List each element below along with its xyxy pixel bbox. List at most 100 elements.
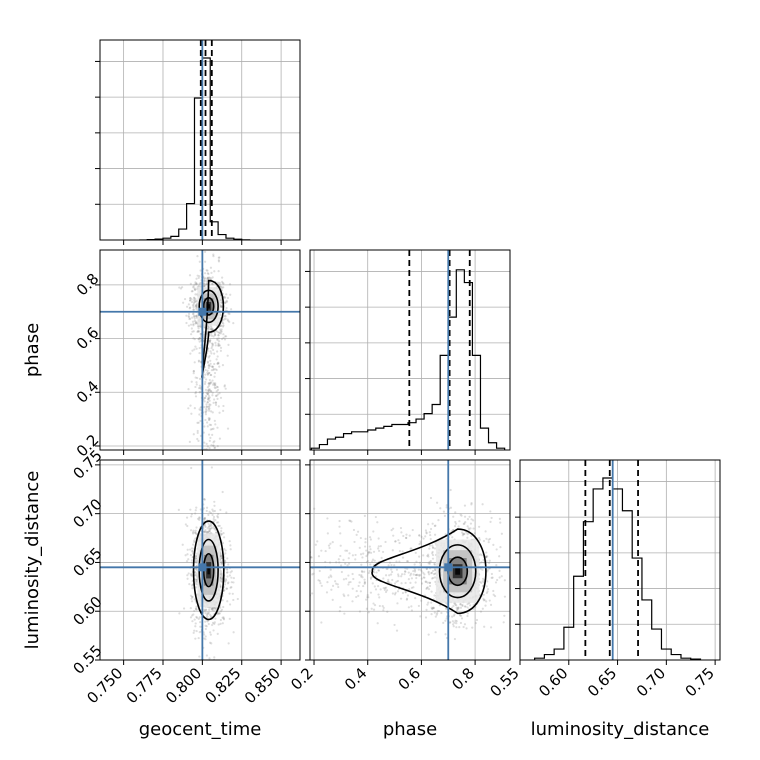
panel-phase-vs-luminosity-distance-sample-point xyxy=(361,576,364,579)
panel-geocent-time-vs-phase-sample-point xyxy=(199,409,202,412)
panel-phase-vs-luminosity-distance-sample-point xyxy=(426,603,429,606)
panel-phase-vs-luminosity-distance-sample-point xyxy=(378,596,381,599)
panel-phase-vs-luminosity-distance-sample-point xyxy=(460,614,463,617)
panel-geocent-time-vs-luminosity-distance-sample-point xyxy=(228,574,231,577)
panel-phase-vs-luminosity-distance-sample-point xyxy=(413,563,416,566)
panel-phase-vs-luminosity-distance-sample-point xyxy=(470,503,473,506)
panel-geocent-time-vs-phase-sample-point xyxy=(218,344,222,347)
panel-geocent-time-vs-luminosity-distance-sample-point xyxy=(231,592,234,595)
panel-geocent-time-vs-luminosity-distance-sample-point xyxy=(190,559,194,562)
panel-geocent-time-vs-luminosity-distance-sample-point xyxy=(214,617,217,620)
panel-geocent-time-vs-phase-sample-point xyxy=(207,391,210,394)
panel-phase-vs-luminosity-distance-sample-point xyxy=(415,573,419,576)
panel-phase-vs-luminosity-distance-sample-point xyxy=(390,529,393,532)
panel-phase-vs-luminosity-distance-sample-point xyxy=(489,603,493,607)
panel-geocent-time-vs-luminosity-distance-sample-point xyxy=(193,570,197,574)
panel-phase-vs-luminosity-distance-sample-point xyxy=(320,584,323,587)
y-axis-label-luminosity-distance: luminosity_distance xyxy=(22,471,43,650)
panel-geocent-time-vs-luminosity-distance-frame xyxy=(99,459,301,661)
panel-geocent-time-vs-luminosity-distance-sample-point xyxy=(205,506,209,509)
panel-geocent-time-vs-luminosity-distance-sample-point xyxy=(191,587,194,590)
panel-phase-vs-luminosity-distance-sample-point xyxy=(409,581,412,584)
panel-geocent-time-vs-luminosity-distance-sample-point xyxy=(209,522,213,526)
panel-geocent-time-vs-luminosity-distance-sample-point xyxy=(206,527,209,530)
panel-phase-vs-luminosity-distance-sample-point xyxy=(398,550,401,553)
panel-phase-vs-luminosity-distance-sample-point xyxy=(393,623,396,627)
panel-geocent-time-vs-phase-sample-point xyxy=(208,388,211,391)
panel-phase-vs-luminosity-distance-sample-point xyxy=(435,613,438,616)
panel-geocent-time-vs-luminosity-distance-sample-point xyxy=(212,517,215,521)
panel-phase-vs-luminosity-distance-sample-point xyxy=(373,559,376,562)
panel-geocent-time-vs-luminosity-distance-sample-point xyxy=(228,540,231,543)
panel-geocent-time-vs-phase-sample-point xyxy=(225,335,228,338)
panel-phase-vs-luminosity-distance-sample-point xyxy=(455,626,458,629)
panel-geocent-time-vs-phase-sample-point xyxy=(209,436,212,439)
panel-geocent-time-vs-luminosity-distance-sample-point xyxy=(205,509,208,513)
panel-phase-vs-luminosity-distance-sample-point xyxy=(430,572,433,575)
panel-geocent-time-vs-luminosity-distance-sample-point xyxy=(195,578,198,581)
panel-geocent-time-vs-luminosity-distance-sample-point xyxy=(204,608,207,611)
panel-geocent-time-vs-phase-sample-point xyxy=(189,306,192,309)
panel-geocent-time-vs-phase-sample-point xyxy=(224,301,227,304)
panel-phase-vs-luminosity-distance-sample-point xyxy=(427,571,430,574)
panel-geocent-time-vs-phase-sample-point xyxy=(206,369,209,372)
panel-phase-vs-luminosity-distance-sample-point xyxy=(372,608,376,611)
panel-geocent-time-vs-phase-sample-point xyxy=(203,376,206,379)
panel-geocent-time-vs-phase-sample-point xyxy=(213,375,216,378)
hist-luminosity-distance-plot xyxy=(520,460,720,660)
panel-phase-vs-luminosity-distance-sample-point xyxy=(351,587,354,590)
panel-geocent-time-vs-phase-sample-point xyxy=(208,403,211,406)
panel-geocent-time-vs-phase-sample-point xyxy=(209,328,213,331)
panel-geocent-time-vs-luminosity-distance-sample-point xyxy=(222,617,225,620)
panel-geocent-time-vs-phase-sample-point xyxy=(213,419,216,422)
panel-geocent-time-vs-phase-sample-point xyxy=(214,334,217,337)
panel-geocent-time-vs-phase-sample-point xyxy=(208,371,211,375)
panel-geocent-time-vs-phase-sample-point xyxy=(187,388,190,391)
panel-geocent-time-vs-phase-sample-point xyxy=(208,405,211,408)
panel-geocent-time-vs-phase-sample-point xyxy=(210,342,214,345)
panel-geocent-time-vs-phase-sample-point xyxy=(211,394,214,397)
panel-geocent-time-vs-phase-sample-point xyxy=(207,382,210,385)
panel-geocent-time-vs-phase-sample-point xyxy=(213,452,215,454)
panel-phase-vs-luminosity-distance-sample-point xyxy=(373,568,376,571)
panel-phase-vs-luminosity-distance-sample-point xyxy=(431,569,435,573)
panel-phase-vs-luminosity-distance-sample-point xyxy=(366,559,369,563)
panel-phase-vs-luminosity-distance-sample-point xyxy=(366,553,369,556)
panel-phase-vs-luminosity-distance-sample-point xyxy=(463,515,467,518)
panel-geocent-time-vs-phase-sample-point xyxy=(194,299,197,302)
panel-geocent-time-vs-phase-sample-point xyxy=(196,329,200,333)
panel-geocent-time-vs-phase-sample-point xyxy=(186,305,189,308)
panel-geocent-time-vs-luminosity-distance-sample-point xyxy=(230,576,233,579)
panel-geocent-time-vs-phase-sample-point xyxy=(195,305,198,308)
panel-phase-vs-luminosity-distance-sample-point xyxy=(436,609,439,613)
panel-geocent-time-vs-phase-sample-point xyxy=(212,498,214,500)
panel-phase-vs-luminosity-distance-sample-point xyxy=(492,543,495,546)
panel-geocent-time-vs-luminosity-distance-sample-point xyxy=(186,553,189,556)
panel-geocent-time-vs-luminosity-distance-sample-point xyxy=(195,526,198,529)
panel-phase-vs-luminosity-distance-sample-point xyxy=(391,592,394,595)
panel-phase-vs-luminosity-distance-sample-point xyxy=(311,573,314,576)
panel-geocent-time-vs-luminosity-distance-sample-point xyxy=(191,531,195,534)
panel-phase-vs-luminosity-distance-sample-point xyxy=(377,569,380,572)
panel-phase-vs-luminosity-distance-sample-point xyxy=(385,567,388,570)
panel-phase-vs-luminosity-distance-sample-point xyxy=(420,570,423,573)
panel-geocent-time-vs-phase-sample-point xyxy=(210,334,213,337)
panel-phase-vs-luminosity-distance-sample-point xyxy=(423,573,426,576)
panel-phase-vs-luminosity-distance-sample-point xyxy=(383,587,387,590)
panel-geocent-time-vs-phase-sample-point xyxy=(197,359,201,362)
panel-phase-vs-luminosity-distance-sample-point xyxy=(347,562,351,565)
panel-phase-vs-luminosity-distance-sample-point xyxy=(456,608,459,611)
panel-phase-vs-luminosity-distance-sample-point xyxy=(329,542,332,545)
hist-luminosity-distance-bars xyxy=(534,477,702,660)
panel-phase-vs-luminosity-distance-sample-point xyxy=(461,603,464,607)
panel-phase-vs-luminosity-distance-sample-point xyxy=(486,588,490,591)
panel-geocent-time-vs-luminosity-distance-sample-point xyxy=(206,611,209,615)
panel-phase-vs-luminosity-distance-sample-point xyxy=(377,593,380,596)
panel-geocent-time-vs-luminosity-distance-sample-point xyxy=(194,580,197,583)
panel-phase-vs-luminosity-distance-sample-point xyxy=(331,598,334,601)
panel-geocent-time-vs-phase-sample-point xyxy=(220,328,223,331)
panel-geocent-time-vs-phase-sample-point xyxy=(226,427,230,430)
panel-phase-vs-luminosity-distance-sample-point xyxy=(348,552,351,555)
panel-phase-vs-luminosity-distance-sample-point xyxy=(466,536,469,539)
panel-phase-vs-luminosity-distance-sample-point xyxy=(355,533,358,537)
